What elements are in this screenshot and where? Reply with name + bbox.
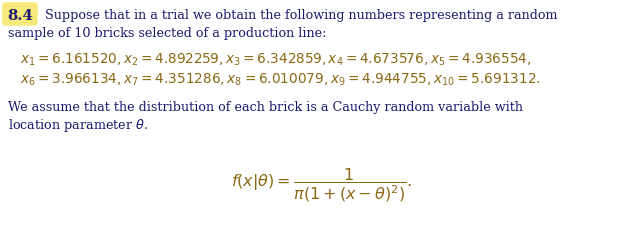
Text: location parameter $\theta$.: location parameter $\theta$.: [8, 117, 149, 134]
Text: $f(x|\theta) = \dfrac{1}{\pi(1 + (x - \theta)^2)}.$: $f(x|\theta) = \dfrac{1}{\pi(1 + (x - \t…: [231, 166, 412, 204]
FancyBboxPatch shape: [3, 3, 37, 25]
Text: sample of 10 bricks selected of a production line:: sample of 10 bricks selected of a produc…: [8, 27, 327, 39]
Text: Suppose that in a trial we obtain the following numbers representing a random: Suppose that in a trial we obtain the fo…: [45, 9, 557, 22]
Text: 8.4: 8.4: [7, 9, 33, 23]
Text: $x_6 = 3.966134, x_7 = 4.351286, x_8 = 6.010079, x_9 = 4.944755, x_{10} = 5.6913: $x_6 = 3.966134, x_7 = 4.351286, x_8 = 6…: [20, 72, 541, 88]
Text: $x_1 = 6.161520, x_2 = 4.892259, x_3 = 6.342859, x_4 = 4.673576, x_5 = 4.936554,: $x_1 = 6.161520, x_2 = 4.892259, x_3 = 6…: [20, 52, 532, 68]
Text: We assume that the distribution of each brick is a Cauchy random variable with: We assume that the distribution of each …: [8, 101, 523, 114]
